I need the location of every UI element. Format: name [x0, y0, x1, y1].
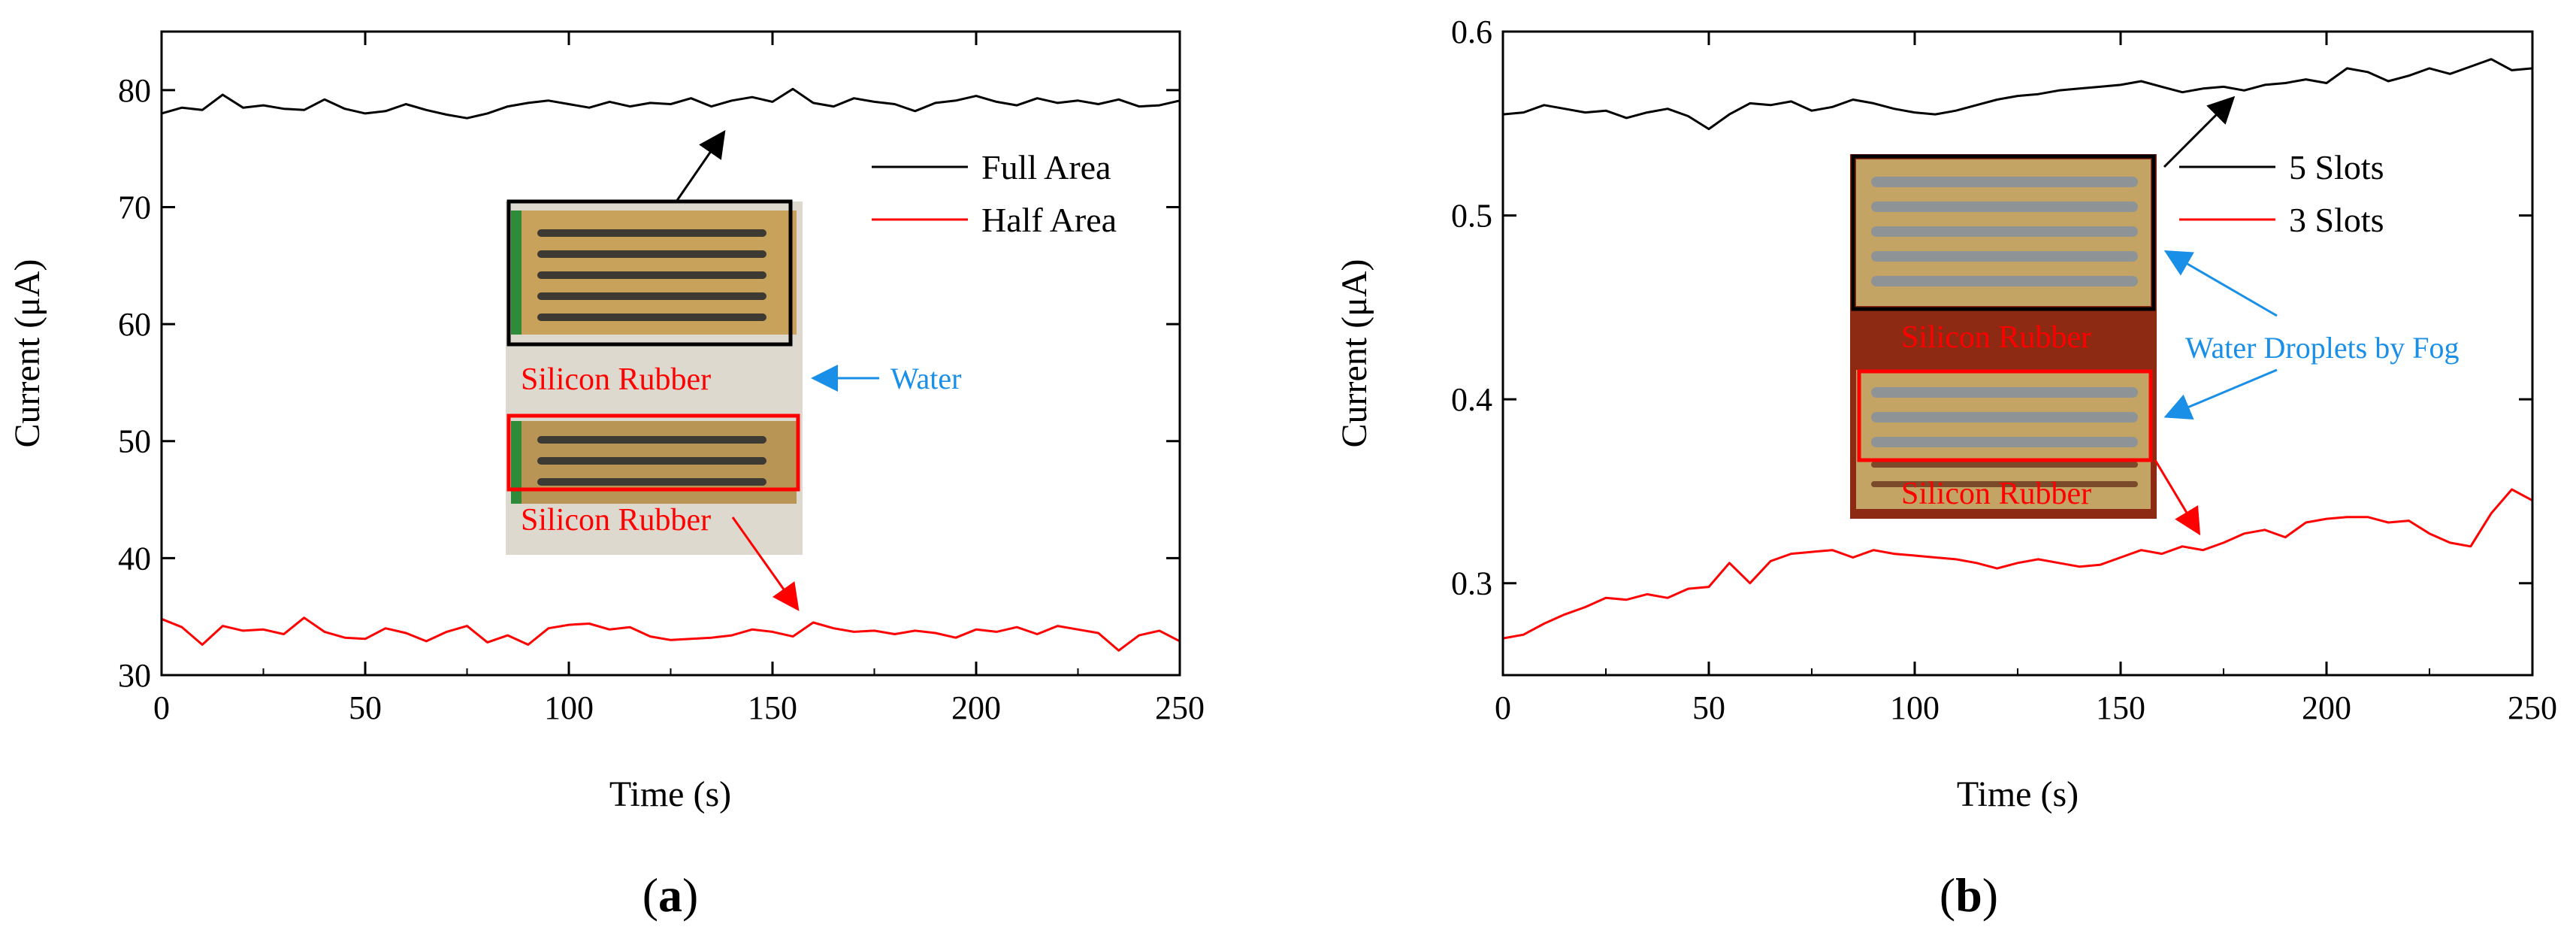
panel-label-b: (b): [1940, 868, 1998, 922]
chart-panel-a: 0 50 100 150 200 250 30 40 50 60 70 80 Silicon Rubb…: [8, 30, 1205, 922]
legend-a: Full Area Half Area: [872, 148, 1117, 239]
slot-b-9: [1871, 462, 2138, 468]
water-label-a: Water: [890, 362, 962, 395]
axis-ticks-a: 0 50 100 150 200 250 30 40 50 60 70 80: [118, 32, 1205, 726]
slot-b-4: [1871, 251, 2138, 262]
silicon-rubber-label-top-a: Silicon Rubber: [521, 362, 711, 397]
slot-b-10: [1871, 481, 2138, 487]
x-tick-label-b-5: 250: [2508, 689, 2557, 726]
legend-label-5-slots: 5 Slots: [2289, 148, 2384, 186]
inset-photo-b: Silicon Rubber Silicon Rubber: [1850, 154, 2157, 519]
series-line-3-slots: [1502, 488, 2533, 640]
series-lines-b: [1502, 58, 2533, 640]
slot-b-8: [1871, 437, 2138, 447]
axis-ticks-b: 0 50 100 150 200 250 0.3 0.4 0.5 0.6: [1451, 14, 2557, 726]
water-droplets-label-b: Water Droplets by Fog: [2185, 331, 2460, 365]
silicon-rubber-label-bottom-b: Silicon Rubber: [1901, 477, 2091, 511]
x-tick-label-a-4: 200: [951, 689, 1001, 726]
board-top-edge-a: [511, 211, 522, 335]
slot-a-1: [537, 229, 766, 237]
y-tick-label-b-0: 0.3: [1451, 565, 1492, 602]
highlight-box-black-b: [1851, 154, 2156, 311]
slot-a-2: [537, 250, 766, 258]
slot-a-8: [537, 478, 766, 486]
highlight-box-red-b: [1857, 369, 2153, 462]
y-tick-label-b-2: 0.5: [1451, 198, 1492, 235]
y-tick-label-a-4: 70: [118, 189, 151, 226]
slot-b-3: [1871, 226, 2138, 237]
slot-b-2: [1871, 201, 2138, 212]
x-tick-label-a-2: 100: [544, 689, 594, 726]
x-tick-label-a-3: 150: [748, 689, 797, 726]
silicon-rubber-label-top-b: Silicon Rubber: [1901, 320, 2091, 355]
panel-label-a: (a): [642, 868, 699, 922]
chart-panel-b: 0 50 100 150 200 250 0.3 0.4 0.5 0.6 Silicon Rubb…: [1335, 14, 2557, 922]
x-tick-label-a-5: 250: [1155, 689, 1205, 726]
legend-label-3-slots: 3 Slots: [2289, 201, 2384, 239]
arrow-to-half-area-a: [731, 516, 800, 611]
y-tick-label-a-2: 50: [118, 423, 151, 460]
board-bottom-edge-a: [511, 421, 522, 504]
plot-area-a: [160, 30, 1181, 677]
slot-a-3: [537, 271, 766, 279]
y-tick-label-a-0: 30: [118, 657, 151, 694]
arrow-water-droplets-bottom-b: [2163, 368, 2278, 420]
legend-b: 5 Slots 3 Slots: [2179, 148, 2384, 239]
arrow-to-5-slots-b: [2163, 95, 2236, 168]
legend-label-half-area: Half Area: [981, 201, 1117, 239]
x-tick-label-a-0: 0: [153, 689, 170, 726]
highlight-box-red-a: [506, 413, 800, 492]
slot-a-4: [537, 292, 766, 300]
plot-area-b: [1501, 30, 2534, 677]
y-tick-label-b-1: 0.4: [1451, 381, 1492, 418]
slot-b-5: [1871, 276, 2138, 286]
series-lines-a: [161, 87, 1181, 652]
arrow-to-3-slots-b: [2154, 459, 2201, 536]
x-tick-label-b-2: 100: [1890, 689, 1940, 726]
arrow-to-full-area-a: [675, 130, 726, 202]
series-line-full-area: [161, 87, 1181, 120]
y-tick-label-b-3: 0.6: [1451, 14, 1492, 50]
y-tick-label-a-3: 60: [118, 306, 151, 343]
slot-b-1: [1871, 177, 2138, 187]
inset-photo-a: Silicon Rubber Silicon Rubber: [506, 199, 803, 555]
y-axis-label-b: Current (μA): [1335, 259, 1374, 448]
x-axis-label-a: Time (s): [609, 774, 731, 814]
series-line-half-area: [161, 616, 1181, 652]
slot-a-5: [537, 314, 766, 321]
x-tick-label-a-1: 50: [349, 689, 382, 726]
x-axis-label-b: Time (s): [1957, 774, 2079, 814]
y-tick-label-a-5: 80: [118, 72, 151, 109]
silicon-rubber-label-bottom-a: Silicon Rubber: [521, 503, 711, 538]
slot-a-7: [537, 457, 766, 465]
legend-label-full-area: Full Area: [981, 148, 1111, 186]
y-axis-label-a: Current (μA): [8, 259, 47, 448]
x-tick-label-b-0: 0: [1495, 689, 1511, 726]
slot-b-6: [1871, 387, 2138, 398]
x-tick-label-b-1: 50: [1692, 689, 1725, 726]
x-tick-label-b-3: 150: [2096, 689, 2145, 726]
slot-a-6: [537, 436, 766, 444]
y-tick-label-a-1: 40: [118, 540, 151, 577]
slot-b-7: [1871, 412, 2138, 423]
arrow-water-droplets-top-b: [2163, 250, 2278, 317]
highlight-box-black-a: [506, 199, 793, 347]
series-line-5-slots: [1502, 58, 2533, 131]
x-tick-label-b-4: 200: [2302, 689, 2351, 726]
